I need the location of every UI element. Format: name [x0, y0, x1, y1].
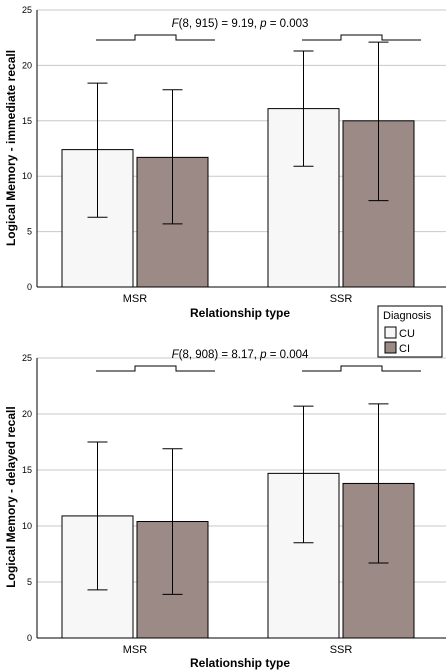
significance-bracket [302, 365, 421, 372]
significance-bracket [96, 365, 215, 372]
y-tick-label: 25 [22, 353, 32, 363]
stat-annotation: F(8, 915) = 9.19, p = 0.003 [172, 18, 309, 30]
chart-delayed-recall: 0 5 10 15 20 25 MSR SSR F(8, 908) = 8.17, p = … [4, 349, 446, 670]
bars [61, 472, 415, 639]
x-axis-label: Relationship type [190, 306, 290, 320]
stat-annotation: F(8, 908) = 8.17, p = 0.004 [172, 349, 309, 361]
y-axis-label: Logical Memory - immediate recall [4, 50, 18, 246]
chart-immediate-recall: 0 5 10 15 20 25 MSR SSR F(8, 915) = 9.19, p = … [4, 5, 446, 320]
y-tick-label: 0 [27, 633, 32, 643]
y-tick-label: 25 [22, 5, 32, 15]
significance-brackets [96, 365, 421, 372]
significance-bracket [96, 34, 215, 41]
y-tick-label: 0 [27, 282, 32, 292]
y-tick-label: 20 [22, 60, 32, 70]
x-tick-label-msr: MSR [123, 293, 148, 305]
y-tick-label: 10 [22, 521, 32, 531]
y-tick-labels: 0 5 10 15 20 25 [22, 5, 32, 292]
legend-swatch-cu [384, 326, 397, 339]
error-bars [87, 403, 389, 595]
x-tick-label-msr: MSR [123, 644, 148, 656]
significance-brackets [96, 34, 421, 41]
y-axis-label: Logical Memory - delayed recall [4, 406, 18, 587]
legend-label-cu: CU [399, 328, 415, 340]
legend-label-ci: CI [399, 343, 410, 355]
error-bars [87, 41, 389, 225]
y-tick-label: 15 [22, 465, 32, 475]
legend-swatch-ci [384, 341, 397, 354]
x-tick-label-ssr: SSR [330, 293, 353, 305]
bars [61, 108, 415, 288]
y-tick-label: 5 [27, 577, 32, 587]
legend-title: Diagnosis [383, 310, 432, 322]
y-tick-label: 5 [27, 227, 32, 237]
x-tick-labels: MSR SSR [123, 293, 353, 305]
y-tick-label: 10 [22, 171, 32, 181]
x-axis-label: Relationship type [190, 656, 290, 670]
y-tick-labels: 0 5 10 15 20 25 [22, 353, 32, 643]
x-tick-label-ssr: SSR [330, 644, 353, 656]
significance-bracket [302, 34, 421, 41]
y-tick-label: 20 [22, 409, 32, 419]
legend: Diagnosis CU CI [377, 305, 443, 358]
y-tick-label: 15 [22, 116, 32, 126]
x-tick-labels: MSR SSR [123, 644, 353, 656]
